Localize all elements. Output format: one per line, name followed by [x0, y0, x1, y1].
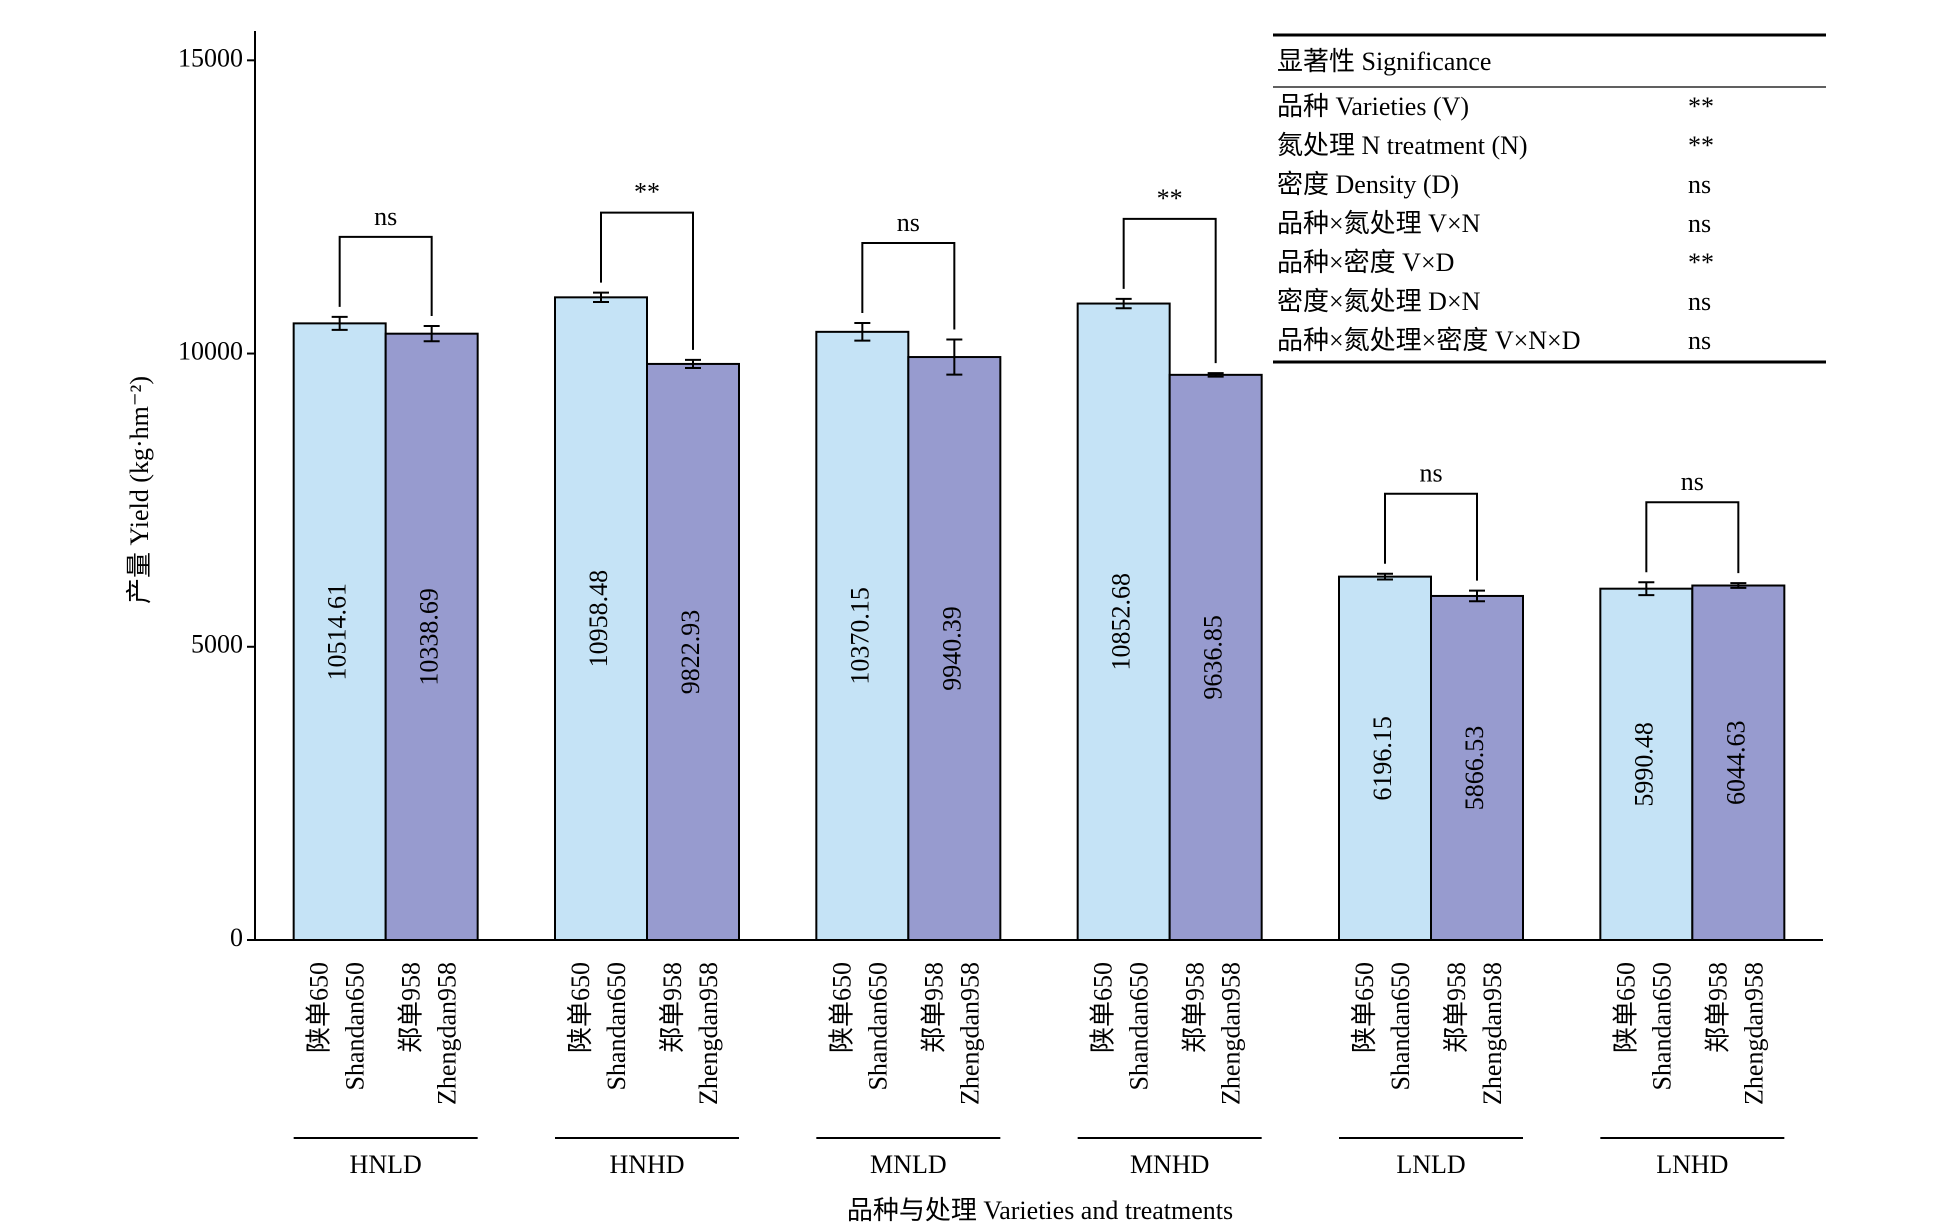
bar-label: Shandan650 [1647, 962, 1676, 1091]
value-label: 9636.85 [1199, 615, 1228, 700]
y-axis-title: 产量 Yield (kg·hm⁻²) [125, 376, 154, 604]
bar [1599, 587, 1694, 941]
table-sig: ns [1688, 287, 1711, 316]
bar-label: 郑单958 [919, 962, 948, 1053]
error-bar [331, 315, 348, 331]
y-tick-label: 10000 [178, 337, 243, 366]
bar [1430, 594, 1524, 942]
bar [1168, 373, 1263, 941]
significance-mark: ns [374, 202, 397, 231]
bar-label: Shandan650 [341, 962, 370, 1091]
bar [292, 322, 387, 941]
table-sig: ns [1688, 209, 1711, 238]
table-sig: ns [1688, 326, 1711, 355]
table-term: 氮处理 N treatment (N) [1277, 131, 1528, 160]
bar-label: 陕单650 [1350, 962, 1379, 1053]
error-bar [685, 358, 701, 370]
bracket [338, 235, 433, 317]
bar [907, 356, 1002, 941]
group-label: LNHD [1656, 1150, 1728, 1179]
value-label: 5866.53 [1460, 726, 1489, 811]
table-term: 品种×氮处理 V×N [1277, 209, 1481, 238]
bar-label: 郑单958 [397, 962, 426, 1053]
value-label: 9940.39 [937, 606, 966, 691]
value-label: 10514.61 [323, 583, 352, 681]
error-bar [1377, 572, 1393, 581]
table-title: 显著性 Significance [1277, 47, 1491, 76]
error-bar [946, 338, 963, 376]
bar-label: Zhengdan958 [1739, 962, 1768, 1105]
bar [384, 332, 479, 941]
error-bar [423, 325, 440, 343]
table-term: 品种 Varieties (V) [1277, 92, 1469, 121]
value-label: 10338.69 [415, 588, 444, 686]
bar-label: 郑单958 [658, 962, 687, 1053]
bar-label: 郑单958 [1442, 962, 1471, 1053]
bar-label: Zhengdan958 [955, 962, 984, 1105]
bracket [1645, 501, 1740, 574]
bracket [1122, 217, 1217, 364]
bar-label: 陕单650 [827, 962, 856, 1053]
significance-mark: ** [1157, 184, 1183, 213]
error-bar [1638, 581, 1655, 597]
value-label: 6196.15 [1368, 716, 1397, 801]
value-label: 5990.48 [1629, 722, 1658, 807]
significance-mark: ns [1419, 459, 1442, 488]
error-bar [854, 322, 871, 342]
table-sig: ** [1688, 131, 1714, 160]
table-term: 密度×氮处理 D×N [1277, 287, 1481, 316]
y-tick-label: 15000 [178, 43, 243, 72]
table-sig: ** [1688, 248, 1714, 277]
bar [1076, 302, 1171, 941]
value-label: 10958.48 [584, 570, 613, 668]
bar-label: 陕单650 [305, 962, 334, 1053]
group-label: MNHD [1130, 1150, 1209, 1179]
x-axis-title: 品种与处理 Varieties and treatments [847, 1196, 1233, 1225]
value-label: 10370.15 [845, 587, 874, 685]
bar-label: Zhengdan958 [694, 962, 723, 1105]
y-tick-label: 5000 [191, 630, 243, 659]
table-term: 品种×密度 V×D [1277, 248, 1454, 277]
significance-mark: ns [897, 208, 920, 237]
bar [646, 362, 740, 941]
bar-label: Shandan650 [602, 962, 631, 1091]
bracket [600, 211, 694, 350]
table-term: 品种×氮处理×密度 V×N×D [1277, 326, 1580, 355]
value-label: 6044.63 [1721, 721, 1750, 806]
bar-label: 郑单958 [1181, 962, 1210, 1053]
value-label: 10852.68 [1107, 573, 1136, 671]
bar-label: Shandan650 [1125, 962, 1154, 1091]
significance-mark: ns [1681, 467, 1704, 496]
group-label: MNLD [870, 1150, 947, 1179]
table-sig: ns [1688, 170, 1711, 199]
bracket [861, 242, 956, 330]
error-bar [1730, 582, 1747, 589]
bar [554, 296, 648, 941]
bar-label: Shandan650 [1386, 962, 1415, 1091]
table-term: 密度 Density (D) [1277, 170, 1459, 199]
bar-label: 郑单958 [1703, 962, 1732, 1053]
bar-label: Zhengdan958 [1217, 962, 1246, 1105]
significance-mark: ** [634, 178, 660, 207]
group-label: HNLD [350, 1150, 422, 1179]
bar-label: 陕单650 [1089, 962, 1118, 1053]
error-bar [593, 291, 609, 304]
bar [1691, 584, 1786, 942]
group-label: LNLD [1396, 1150, 1465, 1179]
bar-label: 陕单650 [566, 962, 595, 1053]
error-bar [1207, 372, 1224, 378]
bar-label: 陕单650 [1611, 962, 1640, 1053]
value-label: 9822.93 [676, 610, 705, 695]
group-label: HNHD [609, 1150, 684, 1179]
bar [815, 330, 910, 941]
error-bar [1115, 297, 1132, 310]
table-sig: ** [1688, 92, 1714, 121]
y-tick-label: 0 [230, 923, 243, 952]
bar-label: Zhengdan958 [433, 962, 462, 1105]
bracket [1384, 492, 1478, 581]
error-bar [1469, 589, 1485, 603]
bar-label: Zhengdan958 [1478, 962, 1507, 1105]
bar-label: Shandan650 [863, 962, 892, 1091]
